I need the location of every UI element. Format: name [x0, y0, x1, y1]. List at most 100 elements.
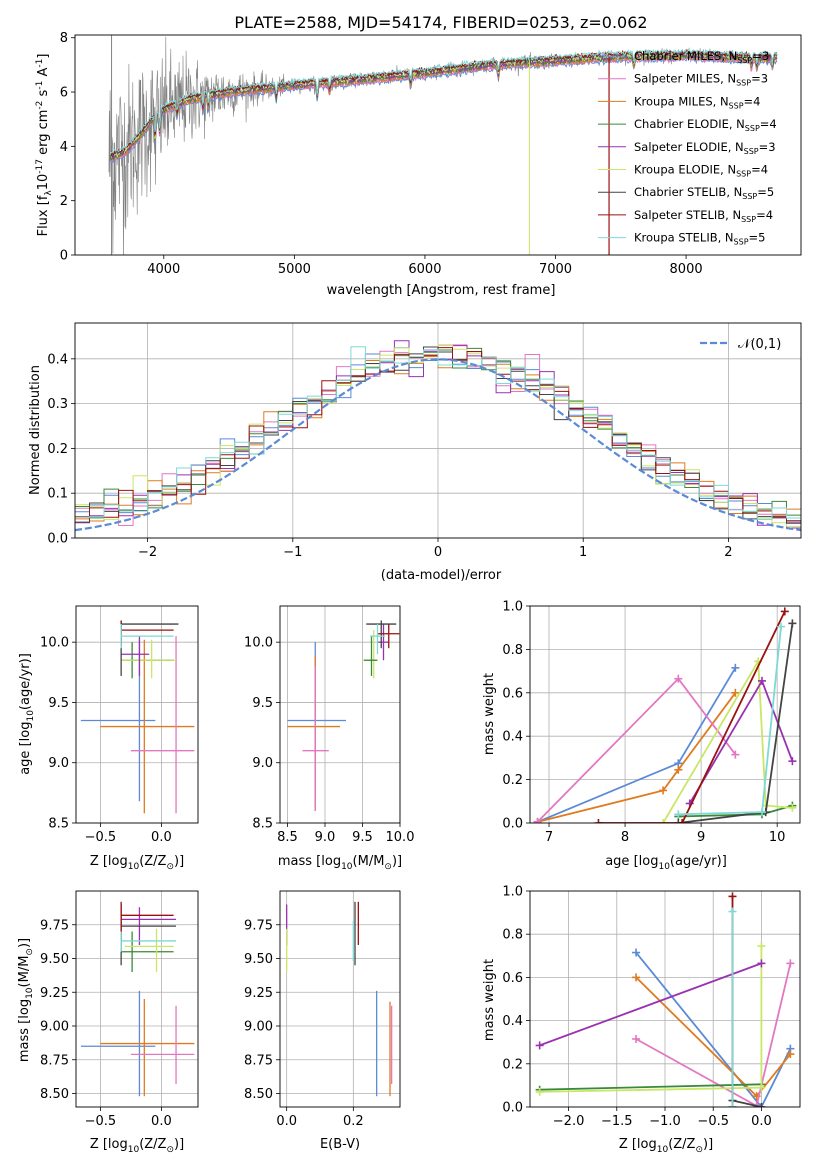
panel-residuals: −2 −1 0 1 2 0.0 0.1 0.2 0.3 0.4 (data-model)/error… — [28, 322, 802, 583]
ytick-label-4: 9.50 — [40, 952, 69, 967]
legend-label-8: Kroupa STELIB, NSSP=5 — [634, 231, 765, 247]
ytick-label-0: 8.50 — [244, 1087, 273, 1102]
panel-age-vs-Z: −0.5 0.0 8.5 9.0 9.5 10.0 Z [log10(Z/Z⊙)] age [… — [18, 605, 199, 872]
ytick-label-0: 8.5 — [48, 817, 69, 832]
spectrum-legend: Chabrier MILES, NSSP=3 Salpeter MILES, NS… — [598, 49, 777, 247]
errorbar-8 — [370, 624, 385, 655]
ytick-label-1: 8.75 — [40, 1053, 69, 1068]
errorbar-1 — [100, 999, 195, 1097]
xtick-label-0: 4000 — [147, 262, 180, 277]
ytick-label-2: 9.00 — [40, 1020, 69, 1035]
ytick-label-5: 1.0 — [502, 600, 523, 615]
ytick-label-0: 0.0 — [47, 532, 68, 547]
xtick-label-3: −0.5 — [697, 1114, 729, 1129]
errorbar-6 — [120, 620, 179, 676]
errorbar-4 — [124, 928, 174, 972]
xtick-label-0: −0.5 — [85, 1114, 117, 1129]
legend-label-normal: 𝒩(0,1) — [738, 337, 781, 352]
xtick-label-3: 7000 — [539, 262, 572, 277]
xtick-label-1: 0.2 — [343, 1114, 364, 1129]
xtick-label-2: 9.5 — [352, 830, 373, 845]
axes-frame — [529, 890, 801, 1108]
ytick-label-0: 8.50 — [40, 1087, 69, 1102]
ytick-label-5: 9.75 — [40, 918, 69, 933]
errorbar-4 — [364, 636, 378, 676]
series-marker-2-0 — [632, 1034, 641, 1043]
series-marker-6-0 — [674, 819, 683, 823]
spectrum-xlabel: wavelength [Angstrom, rest frame] — [327, 283, 556, 298]
residuals-xlabel: (data-model)/error — [381, 568, 502, 583]
ytick-label-2: 0.2 — [47, 442, 68, 457]
series-marker-5-2 — [788, 757, 797, 766]
series-line-0 — [635, 952, 792, 1107]
legend-label-3: Chabrier ELODIE, NSSP=4 — [634, 117, 777, 133]
ytick-label-4: 0.8 — [502, 928, 523, 943]
axes-frame — [75, 890, 199, 1108]
errorbar-5 — [377, 624, 389, 661]
series-marker-4-2 — [757, 942, 766, 951]
ytick-label-4: 0.8 — [502, 643, 523, 658]
series-marker-7-2 — [780, 607, 789, 616]
series-marker-4-0 — [659, 819, 668, 823]
ytick-label-0: 8.5 — [252, 817, 273, 832]
series-marker-7-0 — [728, 892, 737, 901]
xtick-label-4: 8000 — [670, 262, 703, 277]
ytick-label-2: 9.00 — [244, 1020, 273, 1035]
plot-area-age-vs-Z — [76, 606, 198, 823]
series-marker-2-2 — [786, 959, 795, 968]
ytick-label-3: 10.0 — [244, 636, 273, 651]
ytick-label-1: 8.75 — [244, 1053, 273, 1068]
series-line-0 — [537, 667, 737, 823]
series-marker-1-1 — [659, 786, 668, 795]
errorbar-2 — [302, 666, 329, 811]
model-spectrum-4 — [109, 51, 778, 160]
errorbar-7 — [377, 624, 400, 649]
spectrum-title: PLATE=2588, MJD=54174, FIBERID=0253, z=0… — [234, 13, 647, 32]
ytick-label-3: 0.6 — [502, 971, 523, 986]
xtick-label-0: 7 — [545, 830, 553, 845]
errorbar-7 — [120, 901, 174, 943]
errorbar-8 — [120, 931, 177, 952]
ytick-label-4: 0.4 — [47, 352, 68, 367]
plot-area-massweight-vs-Z — [530, 891, 800, 1107]
legend-label-1: Salpeter MILES, NSSP=3 — [634, 72, 768, 88]
series-marker-4-3 — [788, 803, 797, 812]
plot-area-spectrum — [108, 35, 778, 255]
legend-label-0: Chabrier MILES, NSSP=3 — [634, 49, 769, 65]
xtick-label-0: 0.0 — [276, 1114, 297, 1129]
ebv-xlabel: E(B-V) — [320, 1137, 360, 1152]
xlabel: mass [log10(M/M⊙)] — [278, 854, 402, 872]
ytick-label-3: 9.25 — [244, 986, 273, 1001]
errorbar-6 — [120, 904, 177, 966]
legend-label-2: Kroupa MILES, NSSP=4 — [634, 94, 760, 110]
massweight-age-ylabel: mass weight — [482, 673, 497, 755]
residuals-ylabel: Normed distribution — [28, 365, 43, 495]
xtick-label-0: 8.5 — [277, 830, 298, 845]
ytick-label-2: 0.4 — [502, 1014, 523, 1029]
series-marker-7-0 — [594, 819, 603, 823]
xlabel: Z [log10(Z/Z⊙)] — [90, 854, 184, 872]
xtick-label-3: 10.0 — [386, 830, 415, 845]
ytick-label-2: 4 — [60, 140, 68, 155]
ytick-label-2: 0.4 — [502, 730, 523, 745]
ytick-label-4: 8 — [60, 31, 68, 46]
series-marker-7-1 — [678, 819, 687, 823]
series-line-7 — [598, 611, 786, 823]
xtick-label-2: −1.0 — [649, 1114, 681, 1129]
ytick-label-1: 0.2 — [502, 1057, 523, 1072]
hist-8 — [75, 346, 801, 538]
series-marker-8-2 — [776, 622, 785, 631]
xlabel: age [log10(age/yr)] — [605, 854, 727, 872]
errorbar-8 — [120, 624, 174, 649]
series-marker-5-1 — [757, 676, 766, 685]
axes-frame — [74, 322, 802, 539]
series-marker-1-3 — [731, 688, 740, 697]
errorbar-1 — [100, 639, 195, 814]
xtick-label-1: −1 — [283, 545, 302, 560]
plot-area-age-vs-mass — [280, 606, 400, 823]
series-marker-1-2 — [674, 765, 683, 774]
model-spectrum-8 — [109, 47, 778, 155]
plot-area-residuals — [75, 323, 801, 538]
ytick-label-3: 9.25 — [40, 986, 69, 1001]
panel-massweight-vs-Z: −2.0 −1.5 −1.0 −0.5 0.0 0.0 0.2 0.4 0.6 0.8 1.0 Z [… — [482, 885, 801, 1155]
